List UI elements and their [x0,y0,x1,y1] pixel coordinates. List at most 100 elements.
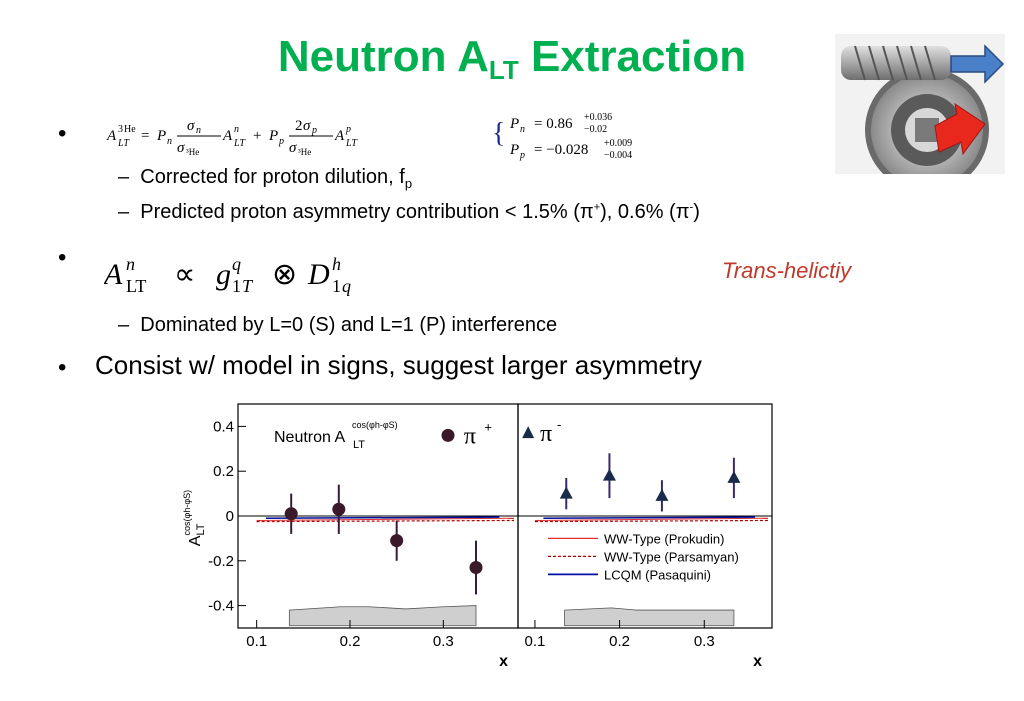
svg-text:He: He [124,124,136,135]
model-legend-label: LCQM (Pasaquini) [604,567,711,582]
svg-text:p: p [311,125,317,136]
svg-text:T: T [242,276,254,296]
data-point-pi-minus [655,488,669,501]
svg-text:LT: LT [345,138,358,149]
svg-text:n: n [234,124,239,135]
data-point-pi-plus [284,507,298,521]
model-parsamyan-left [256,519,515,523]
svg-text:³He: ³He [186,147,199,157]
svg-text:q: q [342,276,351,296]
svg-text:+0.009: +0.009 [604,138,632,149]
svg-text:n: n [167,136,172,147]
svg-text:σ: σ [289,140,297,156]
legend-pi-plus-sign: + [484,419,492,434]
sub-bullet-interference: – Dominated by L=0 (S) and L=1 (P) inter… [118,314,558,336]
x-tick-label-left: 0.3 [433,633,454,650]
x-tick-label-left: 0.2 [340,633,361,650]
model-lcqm-right [543,516,756,519]
svg-text:=: = [141,128,149,144]
svg-text:+0.036: +0.036 [584,112,612,123]
svg-text:P: P [156,128,166,144]
svg-text:A: A [334,128,345,144]
data-point-pi-minus [559,486,573,499]
svg-text:∝: ∝ [174,258,195,291]
svg-text:A: A [106,128,117,144]
svg-text:= 0.86: = 0.86 [534,116,573,132]
svg-text:p: p [345,124,351,135]
legend-pi-plus-marker [441,428,455,442]
svg-text:LT: LT [233,138,246,149]
model-parsamyan-right [534,519,769,523]
y-axis-label-sup: cos(φh-φS) [182,490,192,536]
legend-pi-minus-label: π [540,421,552,447]
svg-text:= −0.028: = −0.028 [534,142,588,158]
asymmetry-chart: ALTcos(φh-φS) 0.1 0.2 0.3 x 0.4 0.2 0 -0.2 -0.4 π +… [160,398,780,696]
svg-text:n: n [196,125,201,136]
svg-text:1: 1 [332,276,341,296]
model-prokudin-right [534,517,769,521]
bullet-1-marker: • [58,120,67,147]
panel-label: Neutron A [274,429,345,446]
model-prokudin-left [256,517,515,521]
worm-gear-icon [835,34,1005,192]
svg-text:A: A [104,258,123,291]
sys-band-left [288,605,477,627]
y-tick-label: -0.2 [208,553,234,570]
svg-text:q: q [232,254,241,274]
sub-bullet-proton-dilution: – Corrected for proton dilution, fp [118,166,413,191]
y-tick-label: -0.4 [208,598,234,615]
sys-band-right [564,607,735,627]
svg-text:P: P [509,116,519,132]
svg-text:−0.02: −0.02 [584,124,607,135]
data-point-pi-plus [332,502,346,516]
panel-label-sup: cos(φh-φS) [352,420,398,430]
svg-text:n: n [520,124,525,135]
svg-text:A: A [222,128,233,144]
svg-text:3: 3 [118,124,123,135]
svg-text:{: { [492,118,505,149]
svg-text:1: 1 [232,276,241,296]
data-point-pi-minus [602,468,616,481]
svg-text:p: p [278,136,284,147]
svg-text:P: P [268,128,278,144]
x-axis-label-left: x [499,653,508,670]
y-axis-label: ALTcos(φh-φS) [182,490,207,546]
y-axis-label-sub: LT [195,523,207,535]
legend-pi-plus-label: π [464,423,476,449]
x-axis-label-right: x [753,653,762,670]
svg-text:σ: σ [177,140,185,156]
data-point-pi-minus [727,470,741,483]
y-tick-label: 0.4 [213,418,234,435]
svg-text:⊗: ⊗ [272,258,297,291]
data-point-pi-plus [390,534,404,548]
legend-pi-minus-marker [522,426,535,439]
data-point-pi-plus [469,561,483,575]
svg-text:σ: σ [187,118,195,134]
x-tick-label-right: 0.3 [694,633,715,650]
svg-text:−0.004: −0.004 [604,150,632,161]
panel-label-sub: LT [353,439,365,451]
svg-text:σ: σ [303,118,311,134]
page-title: Neutron ALT Extraction [277,32,747,85]
svg-text:LT: LT [117,138,130,149]
trans-helicity-label: Trans-helictiy [722,258,852,283]
svg-text:P: P [509,142,519,158]
y-tick-label: 0.2 [213,463,234,480]
bullet-2-marker: • [58,244,67,271]
x-tick-label-right: 0.1 [525,633,546,650]
svg-text:LT: LT [126,276,146,296]
svg-text:D: D [307,258,330,291]
x-tick-label-right: 0.2 [609,633,630,650]
model-legend-label: WW-Type (Parsamyan) [604,549,739,564]
y-tick-label: 0 [226,508,234,525]
svg-text:+: + [253,128,261,144]
svg-text:g: g [216,258,231,291]
model-lcqm-left [265,516,500,519]
sub-bullet-proton-asymmetry: – Predicted proton asymmetry contributio… [118,201,700,223]
model-legend-label: WW-Type (Prokudin) [604,531,724,546]
svg-text:p: p [519,150,525,161]
x-tick-label-left: 0.1 [246,633,267,650]
svg-text:³He: ³He [298,147,311,157]
